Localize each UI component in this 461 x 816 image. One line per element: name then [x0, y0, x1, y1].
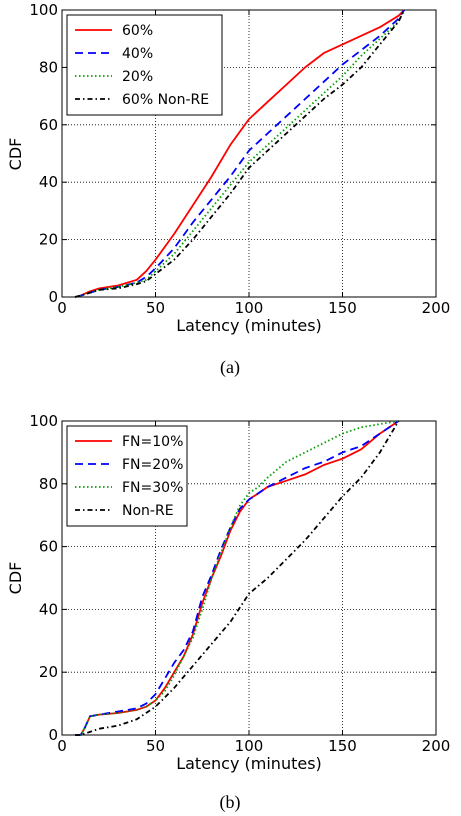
y-tick-label: 60: [39, 116, 58, 134]
y-tick-label: 0: [48, 288, 58, 306]
x-tick-label: 150: [328, 737, 357, 755]
y-tick-label: 80: [39, 58, 58, 76]
chart-panel-b: 0 50 100 150 200 0 20 40 60 80 100 Latency (minute…: [6, 412, 450, 813]
grid-lines: [62, 10, 436, 297]
x-tick-label: 150: [328, 299, 357, 317]
y-axis-label: CDF: [6, 562, 25, 595]
tick-labels: 0 50 100 150 200 0 20 40 60 80 100: [29, 1, 450, 317]
panel-caption-b: (b): [220, 792, 241, 813]
legend: 60% 40% 20% 60% Non-RE: [66, 14, 223, 116]
y-tick-label: 100: [29, 412, 58, 430]
legend-label: 40%: [122, 46, 153, 62]
series-line: [74, 9, 405, 298]
panel-caption-a: (a): [220, 357, 240, 378]
legend-label: FN=10%: [122, 434, 183, 450]
series-layer: [75, 420, 400, 736]
x-tick-label: 0: [57, 299, 67, 317]
legend-label: FN=30%: [122, 480, 183, 496]
legend-label: FN=20%: [122, 457, 183, 473]
series-line: [75, 420, 399, 736]
x-tick-label: 100: [235, 737, 264, 755]
x-axis-label: Latency (minutes): [176, 754, 322, 773]
y-tick-label: 20: [39, 231, 58, 249]
legend-label: 60% Non-RE: [122, 92, 209, 108]
series-line: [74, 9, 406, 298]
y-axis-label: CDF: [6, 138, 25, 171]
series-line: [74, 9, 406, 298]
y-tick-label: 20: [39, 663, 58, 681]
legend-box: [66, 14, 223, 116]
y-tick-label: 0: [48, 726, 58, 744]
legend-label: 20%: [122, 69, 153, 85]
y-tick-label: 60: [39, 538, 58, 556]
y-tick-label: 40: [39, 600, 58, 618]
legend: FN=10% FN=20% FN=30% Non-RE: [66, 425, 188, 527]
x-tick-label: 100: [235, 299, 264, 317]
series-layer: [74, 9, 406, 298]
x-tick-label: 50: [146, 737, 165, 755]
chart-panel-a: 0 50 100 150 200 0 20 40 60 80 100 Latency (minute…: [6, 1, 450, 378]
legend-box: [66, 425, 188, 527]
y-tick-label: 80: [39, 475, 58, 493]
y-tick-label: 100: [29, 1, 58, 19]
grid-lines: [62, 421, 436, 735]
series-line: [75, 420, 400, 736]
x-tick-label: 200: [422, 737, 451, 755]
x-axis-label: Latency (minutes): [176, 316, 322, 335]
y-tick-label: 40: [39, 173, 58, 191]
tick-labels: 0 50 100 150 200 0 20 40 60 80 100: [29, 412, 450, 755]
legend-label: Non-RE: [122, 503, 174, 519]
x-tick-label: 200: [422, 299, 451, 317]
series-line: [75, 420, 400, 736]
x-tick-label: 0: [57, 737, 67, 755]
x-tick-label: 50: [146, 299, 165, 317]
legend-label: 60%: [122, 23, 153, 39]
